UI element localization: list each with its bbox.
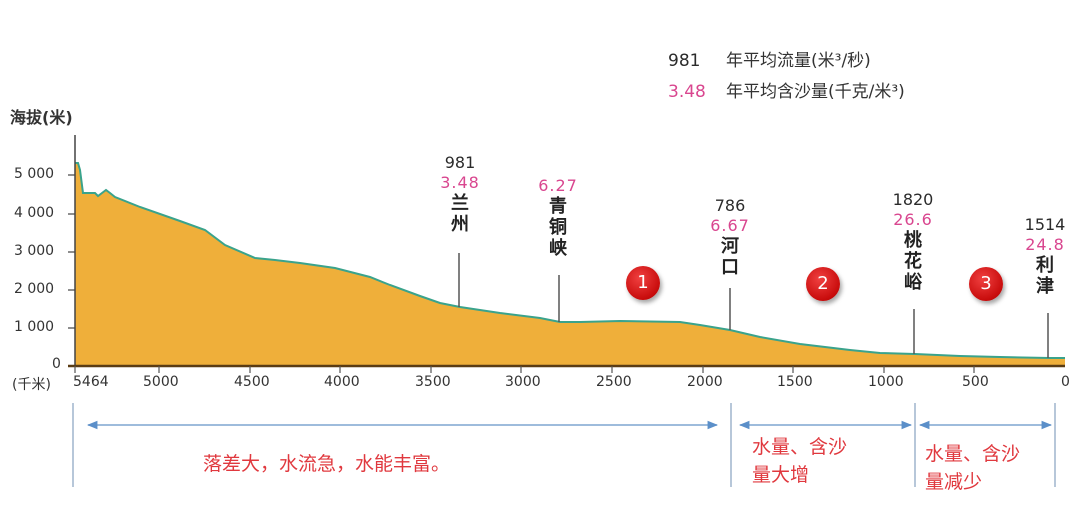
legend-sediment: 3.48 年平均含沙量(千克/米³) bbox=[668, 77, 905, 102]
middle-reach-note-line2: 量大增 bbox=[752, 464, 810, 486]
station-sediment: 3.48 bbox=[440, 173, 480, 192]
section-badge-3: 3 bbox=[969, 267, 1003, 301]
y-tick-1000: 1 000 bbox=[14, 319, 55, 335]
station-name: 青铜峡 bbox=[549, 196, 567, 259]
station-flow: 1514 bbox=[1024, 215, 1066, 234]
legend-sediment-value: 3.48 bbox=[668, 82, 706, 102]
station-name: 利津 bbox=[1036, 255, 1054, 297]
station-flow: 786 bbox=[714, 196, 746, 215]
x-tick-3500: 3500 bbox=[415, 374, 451, 390]
upper-reach-note: 落差大，水流急，水能丰富。 bbox=[203, 453, 451, 475]
legend-sediment-label: 年平均含沙量(千克/米³) bbox=[726, 82, 905, 102]
x-tick-4500: 4500 bbox=[234, 374, 270, 390]
x-tick-2000: 2000 bbox=[687, 374, 723, 390]
y-ticks bbox=[68, 174, 75, 329]
y-tick-4000: 4 000 bbox=[14, 205, 55, 221]
x-tick-1000: 1000 bbox=[868, 374, 904, 390]
lower-reach-note-line1: 水量、含沙 bbox=[925, 443, 1021, 465]
x-tick-2500: 2500 bbox=[596, 374, 632, 390]
x-tick-3000: 3000 bbox=[505, 374, 541, 390]
section-badge-1: 1 bbox=[626, 266, 660, 300]
station-hekou: 786 6.67 河口 bbox=[710, 196, 750, 278]
middle-reach-note: 水量、含沙 量大增 bbox=[752, 433, 847, 489]
x-axis-unit: (千米) bbox=[12, 377, 51, 393]
station-qingtongxia: 6.27 青铜峡 bbox=[538, 176, 578, 259]
x-ticks bbox=[74, 366, 975, 373]
legend-flow-label: 年平均流量(米³/秒) bbox=[726, 51, 871, 71]
station-flow: 1820 bbox=[892, 190, 934, 209]
station-leader-lines bbox=[458, 253, 1049, 358]
y-tick-0: 0 bbox=[52, 356, 61, 372]
y-tick-3000: 3 000 bbox=[14, 243, 55, 259]
station-lijin: 1514 24.8 利津 bbox=[1025, 215, 1066, 297]
station-lanzhou: 981 3.48 兰州 bbox=[440, 153, 480, 235]
x-tick-5000: 5000 bbox=[143, 374, 179, 390]
station-name: 兰州 bbox=[451, 193, 469, 235]
x-tick-500: 500 bbox=[962, 374, 989, 390]
middle-reach-note-line1: 水量、含沙 bbox=[752, 436, 848, 458]
legend-flow: 981 年平均流量(米³/秒) bbox=[668, 46, 871, 71]
station-flow: 981 bbox=[444, 153, 476, 172]
legend-flow-value: 981 bbox=[668, 51, 701, 71]
station-name: 桃花峪 bbox=[904, 230, 922, 293]
station-name: 河口 bbox=[721, 236, 739, 278]
y-tick-5000: 5 000 bbox=[14, 166, 55, 182]
section-separators bbox=[72, 403, 1056, 487]
elevation-outline bbox=[75, 162, 1065, 359]
station-sediment: 6.27 bbox=[538, 176, 578, 195]
y-axis-title: 海拔(米) bbox=[10, 108, 73, 127]
x-tick-1500: 1500 bbox=[777, 374, 813, 390]
y-tick-2000: 2 000 bbox=[14, 281, 55, 297]
station-sediment: 24.8 bbox=[1025, 235, 1065, 254]
lower-reach-note: 水量、含沙 量减少 bbox=[925, 440, 1020, 496]
station-sediment: 26.6 bbox=[893, 210, 933, 229]
lower-reach-note-line2: 量减少 bbox=[925, 471, 983, 493]
station-taohuayu: 1820 26.6 桃花峪 bbox=[893, 190, 934, 293]
station-sediment: 6.67 bbox=[710, 216, 750, 235]
elevation-area bbox=[75, 163, 1065, 365]
x-tick-4000: 4000 bbox=[324, 374, 360, 390]
section-badge-2: 2 bbox=[806, 267, 840, 301]
x-tick-0: 0 bbox=[1061, 374, 1070, 390]
x-tick-5464: 5464 bbox=[73, 374, 109, 390]
